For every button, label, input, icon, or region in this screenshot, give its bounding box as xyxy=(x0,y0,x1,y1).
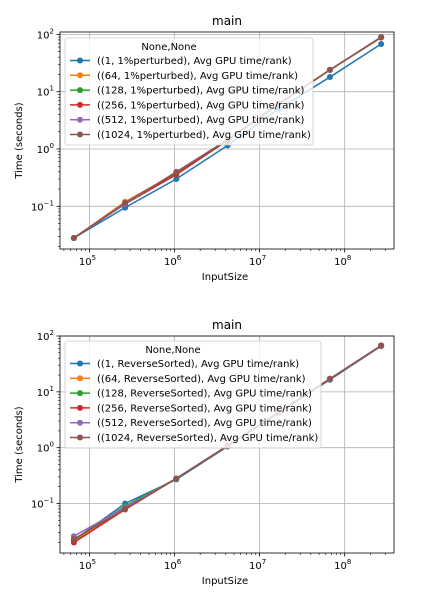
y-tick-label: 102 xyxy=(37,27,54,41)
legend-entry: ((128, 1%perturbed), Avg GPU time/rank) xyxy=(97,86,305,97)
legend: None,None ((1, ReverseSorted), Avg GPU ti… xyxy=(64,340,322,449)
data-point xyxy=(122,199,129,206)
x-tick-label: 105 xyxy=(79,254,96,268)
legend-swatch-marker xyxy=(77,375,83,382)
legend-entry: ((1, ReverseSorted), Avg GPU time/rank) xyxy=(97,359,299,370)
x-tick-label: 108 xyxy=(334,558,351,572)
data-point xyxy=(70,235,77,242)
data-point xyxy=(378,33,385,40)
data-point xyxy=(326,375,333,382)
legend-swatch-marker xyxy=(77,72,83,79)
legend-entry: ((256, 1%perturbed), Avg GPU time/rank) xyxy=(97,100,305,111)
legend-entry: ((1024, ReverseSorted), Avg GPU time/ran… xyxy=(97,433,318,444)
legend-swatch-marker xyxy=(77,57,83,64)
data-point xyxy=(326,66,333,73)
x-axis-label: InputSize xyxy=(202,272,248,283)
legend-box xyxy=(64,37,314,146)
legend-entry: ((512, 1%perturbed), Avg GPU time/rank) xyxy=(97,115,305,126)
chart-panel-2: 105 106 107 108 10−1 100 101 102 main InputSize Ti… xyxy=(14,318,395,587)
legend-swatch-marker xyxy=(77,404,83,411)
legend-swatch-marker xyxy=(77,131,83,138)
data-point xyxy=(122,505,129,512)
x-tick-label: 108 xyxy=(334,254,351,268)
data-point xyxy=(326,74,333,81)
chart-panel-1: 105 106 107 108 10−1 100 101 102 main InputSize Ti… xyxy=(14,14,395,283)
legend-entry: ((256, ReverseSorted), Avg GPU time/rank… xyxy=(97,403,312,414)
legend-entry: ((64, 1%perturbed), Avg GPU time/rank) xyxy=(97,71,298,82)
y-tick-label: 10−1 xyxy=(31,497,54,511)
x-tick-label: 105 xyxy=(79,558,96,572)
chart-title: main xyxy=(212,318,242,332)
legend-swatch-marker xyxy=(77,419,83,426)
legend-title: None,None xyxy=(141,42,196,53)
legend-entry: ((1024, 1%perturbed), Avg GPU time/rank) xyxy=(97,130,311,141)
x-tick-label: 107 xyxy=(249,558,266,572)
legend-entry: ((512, ReverseSorted), Avg GPU time/rank… xyxy=(97,418,312,429)
y-tick-label: 100 xyxy=(37,441,54,455)
legend: None,None ((1, 1%perturbed), Avg GPU time… xyxy=(64,37,314,146)
legend-swatch-marker xyxy=(77,360,83,367)
plot-frame xyxy=(59,31,395,250)
legend-entry: ((64, ReverseSorted), Avg GPU time/rank) xyxy=(97,374,306,385)
legend-swatch-marker xyxy=(77,390,83,397)
x-axis-label: InputSize xyxy=(202,576,248,587)
y-axis-label: Time (seconds) xyxy=(14,406,25,483)
legend-swatch-marker xyxy=(77,434,83,441)
x-tick-label: 106 xyxy=(164,558,182,572)
x-tick-label: 106 xyxy=(164,254,182,268)
data-point xyxy=(378,40,385,47)
legend-entry: ((128, ReverseSorted), Avg GPU time/rank… xyxy=(97,389,312,400)
data-point xyxy=(378,342,385,349)
legend-box xyxy=(64,340,322,449)
y-axis-label: Time (seconds) xyxy=(14,102,25,179)
legend-swatch-marker xyxy=(77,101,83,108)
y-tick-label: 10−1 xyxy=(31,199,54,213)
chart-title: main xyxy=(212,14,242,28)
legend-title: None,None xyxy=(145,345,200,356)
plot-frame xyxy=(59,335,395,554)
y-tick-label: 101 xyxy=(37,385,54,399)
y-tick-label: 101 xyxy=(37,85,54,99)
x-tick-label: 107 xyxy=(249,254,266,268)
legend-swatch-marker xyxy=(77,87,83,94)
y-tick-label: 102 xyxy=(37,329,54,343)
data-point xyxy=(173,169,180,176)
y-tick-label: 100 xyxy=(37,142,54,156)
data-point xyxy=(70,536,77,543)
legend-entry: ((1, 1%perturbed), Avg GPU time/rank) xyxy=(97,56,292,67)
legend-swatch-marker xyxy=(77,116,83,123)
data-point xyxy=(173,175,180,182)
data-point xyxy=(173,475,180,482)
